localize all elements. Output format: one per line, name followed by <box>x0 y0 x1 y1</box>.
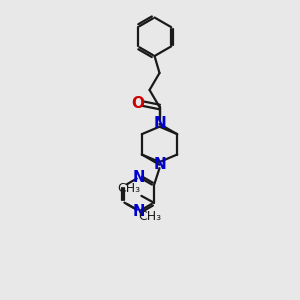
Text: CH₃: CH₃ <box>138 210 161 223</box>
Text: CH₃: CH₃ <box>117 182 140 195</box>
Text: O: O <box>131 96 145 111</box>
Text: N: N <box>133 170 145 185</box>
Text: N: N <box>153 157 166 172</box>
Text: N: N <box>153 116 166 131</box>
Text: N: N <box>133 204 145 219</box>
